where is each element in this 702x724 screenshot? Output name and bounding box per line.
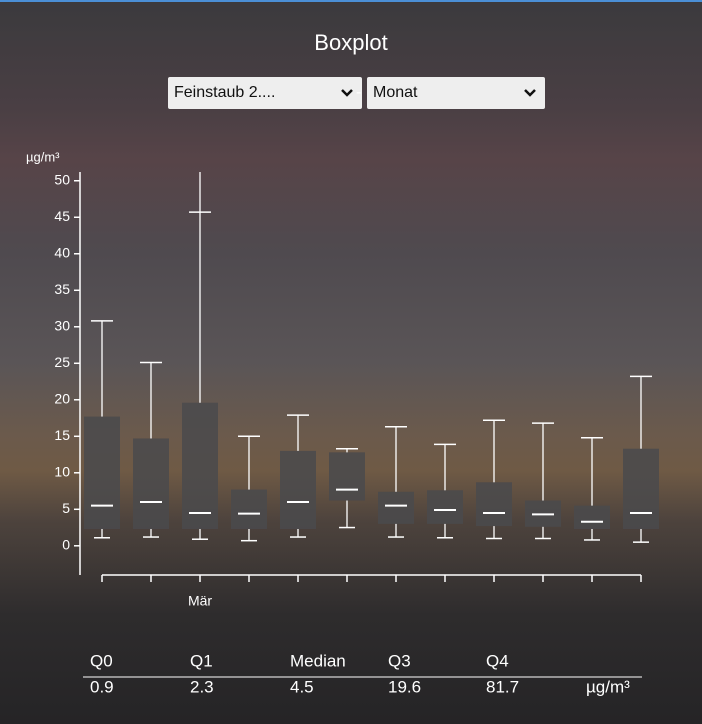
y-tick-label: 40 xyxy=(54,244,70,260)
box xyxy=(476,482,512,526)
stat-header: Median xyxy=(290,651,346,670)
stat-header: Q4 xyxy=(486,651,509,670)
chart: Boxplot µg/m³ 0 5 10 15 20 25 30 35 40 45 50 Mär Q0 0… xyxy=(0,0,702,724)
box xyxy=(427,490,463,524)
box xyxy=(378,492,414,524)
y-tick-label: 5 xyxy=(62,500,70,516)
y-tick-label: 10 xyxy=(54,463,70,479)
stat-value: 19.6 xyxy=(388,677,421,696)
box xyxy=(623,449,659,529)
stat-header: Q0 xyxy=(90,651,113,670)
box xyxy=(329,452,365,500)
box xyxy=(133,438,169,529)
box xyxy=(84,417,120,529)
stat-header: Q3 xyxy=(388,651,411,670)
y-axis-label: µg/m³ xyxy=(26,149,60,164)
x-tick-label: Mär xyxy=(188,593,212,609)
box xyxy=(280,451,316,529)
y-tick-label: 35 xyxy=(54,281,70,297)
box xyxy=(231,490,267,529)
y-tick-label: 25 xyxy=(54,354,70,370)
box xyxy=(182,403,218,529)
stat-unit: µg/m³ xyxy=(586,677,630,696)
stat-value: 0.9 xyxy=(90,677,114,696)
chart-title: Boxplot xyxy=(314,30,387,55)
stat-header: Q1 xyxy=(190,651,213,670)
stat-value: 4.5 xyxy=(290,677,314,696)
y-tick-label: 45 xyxy=(54,208,70,224)
page: Feinstaub 2.... - Monat Boxplot µg/m³ 05… xyxy=(0,0,702,724)
stat-value: 2.3 xyxy=(190,677,214,696)
box xyxy=(574,506,610,529)
y-tick-label: 50 xyxy=(54,171,70,187)
y-tick-label: 15 xyxy=(54,427,70,443)
y-tick-label: 0 xyxy=(62,537,70,553)
y-tick-label: 30 xyxy=(54,317,70,333)
stat-value: 81.7 xyxy=(486,677,519,696)
y-tick-label: 20 xyxy=(54,390,70,406)
